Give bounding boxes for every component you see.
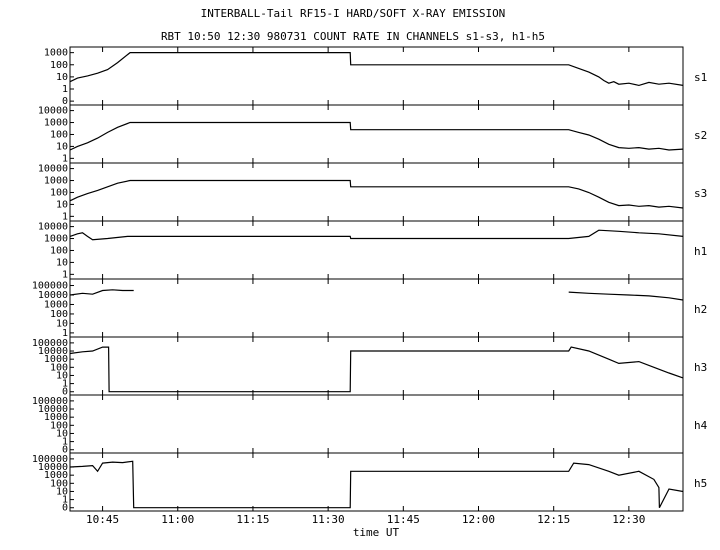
data-line: [69, 52, 684, 87]
y-tick-label: 100: [50, 478, 68, 489]
y-tick-label: 100000: [32, 281, 68, 292]
y-tick-label: 10000: [38, 346, 68, 357]
panel-label: s1: [694, 71, 707, 84]
panel-label: h3: [694, 361, 707, 374]
y-tick-label: 1: [62, 269, 68, 280]
y-tick-label: 1: [62, 328, 68, 339]
y-tick-label: 1: [62, 379, 68, 390]
y-tick-label: 100: [50, 187, 68, 198]
x-tick-label: 11:00: [161, 513, 194, 526]
y-tick-label: 100: [50, 129, 68, 140]
data-line: [69, 179, 684, 209]
panel-label: s2: [694, 129, 707, 142]
chart-title: INTERBALL-Tail RF15-I HARD/SOFT X-RAY EM…: [201, 7, 506, 20]
y-tick-label: 0: [62, 387, 68, 398]
panel-label: h2: [694, 303, 707, 316]
panel-label: h5: [694, 477, 707, 490]
y-tick-label: 1000: [44, 234, 68, 245]
y-tick-label: 10000: [38, 106, 68, 117]
x-tick-label: 11:45: [387, 513, 420, 526]
y-tick-label: 1: [62, 211, 68, 222]
y-tick-label: 100000: [32, 338, 68, 349]
x-tick-label: 12:00: [462, 513, 495, 526]
y-tick-label: 10000: [38, 290, 68, 301]
panel-label: s3: [694, 187, 707, 200]
y-tick-label: 1000: [44, 354, 68, 365]
y-tick-label: 10: [56, 318, 68, 329]
y-tick-label: 10: [56, 72, 68, 83]
x-tick-label: 11:30: [312, 513, 345, 526]
y-tick-label: 10000: [38, 404, 68, 415]
data-line: [69, 121, 684, 151]
x-tick-label: 12:15: [537, 513, 570, 526]
data-line: [69, 460, 684, 509]
y-tick-label: 1000: [44, 299, 68, 310]
y-tick-label: 1000: [44, 176, 68, 187]
y-tick-label: 10000: [38, 164, 68, 175]
y-tick-label: 10000: [38, 222, 68, 233]
y-tick-label: 0: [62, 96, 68, 107]
y-tick-label: 1000: [44, 118, 68, 129]
y-tick-label: 0: [62, 445, 68, 456]
y-tick-label: 100: [50, 309, 68, 320]
y-tick-label: 10: [56, 257, 68, 268]
y-tick-label: 1: [62, 437, 68, 448]
y-tick-label: 100: [50, 60, 68, 71]
x-axis-label: time UT: [353, 526, 400, 539]
x-tick-label: 12:30: [612, 513, 645, 526]
y-tick-label: 1000: [44, 470, 68, 481]
y-tick-label: 1: [62, 84, 68, 95]
y-tick-label: 100000: [32, 454, 68, 465]
data-line: [69, 229, 684, 241]
panel-frame: [69, 452, 684, 512]
y-tick-label: 10: [56, 428, 68, 439]
y-tick-label: 100: [50, 362, 68, 373]
panel-label: h4: [694, 419, 708, 432]
y-tick-label: 100: [50, 245, 68, 256]
y-tick-label: 100000: [32, 396, 68, 407]
y-tick-label: 10: [56, 199, 68, 210]
y-tick-label: 10: [56, 486, 68, 497]
y-tick-label: 0: [62, 503, 68, 514]
y-tick-label: 1: [62, 153, 68, 164]
y-tick-label: 1000: [44, 412, 68, 423]
panel-label: h1: [694, 245, 707, 258]
data-line: [69, 346, 684, 393]
y-tick-label: 10: [56, 141, 68, 152]
y-tick-label: 1: [62, 495, 68, 506]
y-tick-label: 10: [56, 370, 68, 381]
x-tick-label: 10:45: [86, 513, 119, 526]
chart-subtitle: RBT 10:50 12:30 980731 COUNT RATE IN CHA…: [161, 30, 545, 43]
y-tick-label: 100: [50, 420, 68, 431]
y-tick-label: 10000: [38, 462, 68, 473]
x-tick-label: 11:15: [236, 513, 269, 526]
y-tick-label: 1000: [44, 48, 68, 59]
data-line: [69, 289, 684, 301]
